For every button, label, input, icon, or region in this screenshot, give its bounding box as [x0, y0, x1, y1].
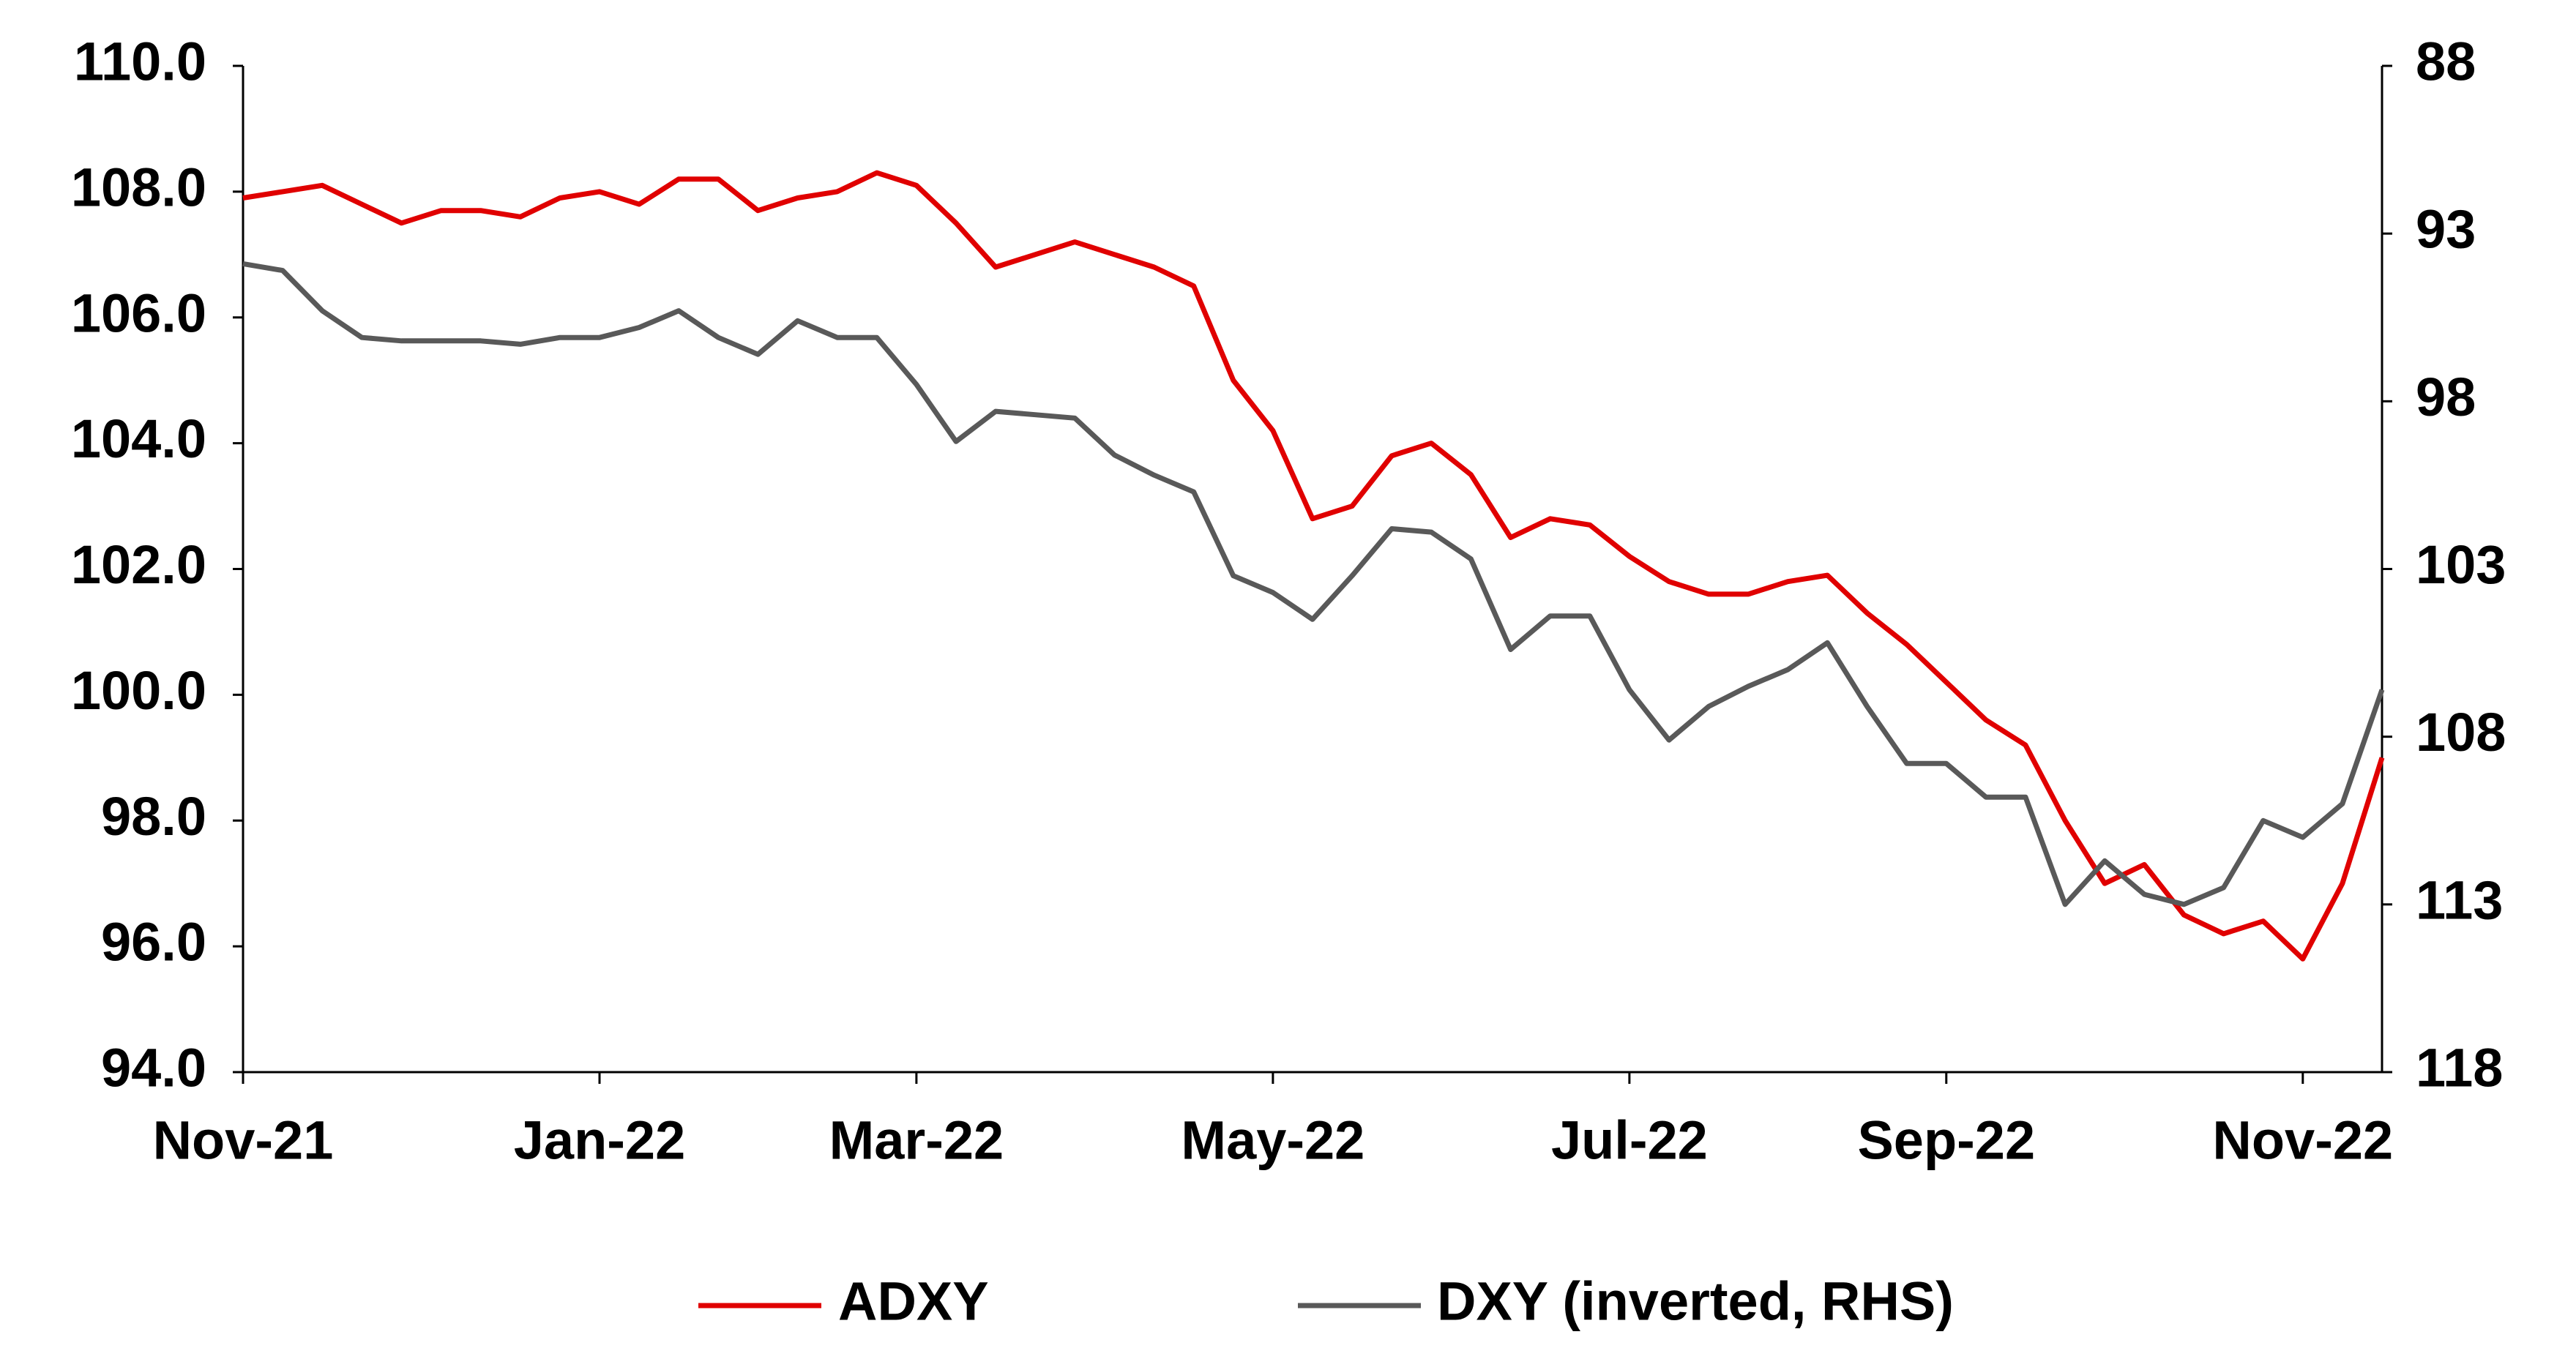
x-tick-label: May-22 — [1181, 1110, 1364, 1171]
y-tick-label: 110.0 — [74, 31, 206, 92]
y-tick-label: 108.0 — [71, 157, 206, 217]
y-tick-label: 104.0 — [71, 408, 206, 469]
y-tick-label: 102.0 — [71, 534, 206, 595]
x-tick-label: Mar-22 — [829, 1110, 1004, 1171]
y-tick-label: 96.0 — [101, 912, 206, 973]
x-tick-label: Sep-22 — [1857, 1110, 2035, 1171]
y-tick-label: 100.0 — [71, 660, 206, 721]
y-tick-label: 98.0 — [101, 786, 206, 847]
y2-tick-label: 98 — [2416, 367, 2476, 427]
x-tick-label: Jan-22 — [514, 1110, 685, 1171]
legend-label: ADXY — [838, 1271, 989, 1332]
y2-tick-label: 118 — [2416, 1038, 2503, 1098]
x-tick-label: Jul-22 — [1551, 1110, 1708, 1171]
series-line — [242, 170, 2385, 962]
y2-tick-label: 113 — [2416, 869, 2503, 930]
y-tick-label: 106.0 — [71, 282, 206, 343]
series-line — [242, 261, 2385, 907]
y2-tick-label: 108 — [2416, 702, 2506, 763]
y-tick-label: 94.0 — [101, 1038, 206, 1098]
y2-tick-label: 93 — [2416, 199, 2476, 260]
x-tick-label: Nov-22 — [2212, 1110, 2393, 1171]
y2-tick-label: 103 — [2416, 534, 2506, 595]
legend-label: DXY (inverted, RHS) — [1437, 1271, 1954, 1332]
y2-tick-label: 88 — [2416, 31, 2476, 92]
x-tick-label: Nov-21 — [153, 1110, 334, 1171]
